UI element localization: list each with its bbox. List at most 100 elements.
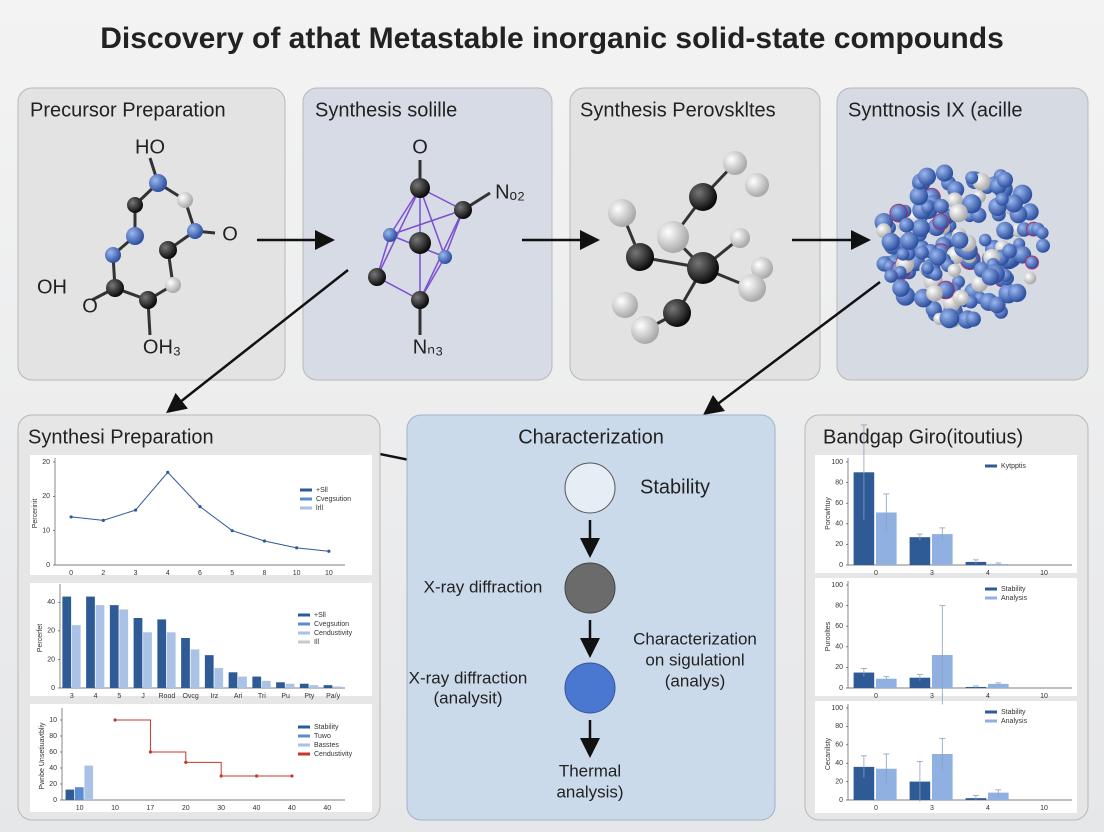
legend-label: +Sll: [316, 487, 328, 494]
legend-label: Cendustivity: [314, 751, 353, 758]
bar: [71, 625, 81, 688]
atom-label: Nₙ₃: [413, 336, 444, 358]
bar: [84, 765, 94, 800]
atom: [1023, 271, 1037, 285]
bar: [988, 683, 1009, 688]
x-tick-label: 0: [874, 570, 878, 577]
bar: [261, 680, 271, 688]
x-tick-label: 10: [1040, 693, 1048, 700]
atom: [934, 198, 949, 214]
bar: [95, 605, 105, 688]
x-tick-label: 40: [253, 805, 261, 812]
atom: [962, 194, 982, 214]
y-tick-label: 80: [835, 602, 843, 609]
legend-swatch: [300, 488, 312, 492]
x-tick-label: Pa/y: [326, 693, 341, 700]
panel: [17, 87, 286, 381]
point: [184, 760, 188, 765]
y-tick-label: 60: [835, 742, 843, 749]
x-tick-label: Ovcg: [182, 693, 198, 700]
point: [262, 539, 267, 543]
atom: [884, 269, 898, 283]
flow-label: (analysit): [434, 688, 503, 707]
point: [254, 774, 259, 778]
bar: [876, 678, 897, 688]
legend-label: Cvegsution: [316, 496, 351, 503]
bar: [74, 787, 84, 800]
atom: [996, 221, 1014, 240]
atom: [965, 171, 979, 185]
atom: [949, 203, 968, 223]
y-tick-label: 40: [835, 644, 843, 651]
x-tick-label: 5: [117, 693, 121, 700]
y-tick-label: 10: [42, 528, 50, 535]
y-tick-label: 0: [53, 797, 57, 804]
point: [290, 774, 294, 778]
panel: [302, 87, 553, 381]
legend-label: Stability: [314, 724, 339, 731]
bar: [157, 619, 167, 688]
point: [327, 549, 331, 553]
atom: [921, 262, 934, 275]
legend-label: lrll: [316, 505, 323, 512]
atom: [900, 231, 919, 250]
y-axis-label: Purooltes: [825, 621, 832, 651]
legend-label: Analysis: [1001, 718, 1028, 725]
x-tick-label: 4: [986, 693, 990, 700]
atom: [929, 248, 947, 266]
x-tick-label: 10: [1040, 805, 1048, 812]
x-tick-label: 10: [293, 570, 301, 577]
bar: [119, 609, 129, 688]
bar: [204, 655, 214, 688]
bar: [876, 512, 897, 565]
flow-label: X-ray diffraction: [409, 668, 528, 687]
x-tick-label: 4: [94, 693, 98, 700]
bar: [909, 537, 931, 565]
bar: [932, 754, 953, 800]
atom: [1002, 243, 1017, 259]
legend-label: Tuwo: [314, 733, 331, 740]
atom: [1036, 226, 1049, 240]
page-title: Discovery of athat Metastable inorganic …: [100, 22, 1004, 55]
bar: [86, 596, 95, 688]
atom-label: Nₒ₂: [495, 181, 525, 203]
flow-label: analysis): [556, 782, 623, 801]
atom: [956, 291, 970, 305]
bar: [909, 677, 931, 688]
legend-swatch: [298, 631, 310, 635]
atom-label: OH: [37, 276, 67, 298]
x-tick-label: 10: [111, 805, 119, 812]
atom: [1025, 255, 1039, 270]
legend-swatch: [298, 725, 310, 729]
x-tick-label: 4: [986, 805, 990, 812]
legend-swatch: [985, 596, 997, 600]
bar: [62, 596, 72, 688]
x-tick-label: 17: [147, 805, 155, 812]
flow-label: Stability: [640, 476, 710, 498]
x-tick-label: Pty: [304, 693, 315, 700]
x-tick-label: 4: [166, 570, 170, 577]
y-tick-label: 0: [839, 797, 843, 804]
legend-swatch: [298, 734, 310, 738]
chart-frame: [30, 455, 372, 575]
y-tick-label: 100: [831, 459, 843, 466]
bar: [299, 683, 309, 688]
y-tick-label: 40: [49, 765, 57, 772]
atom: [1007, 283, 1027, 303]
x-tick-label: 4: [986, 570, 990, 577]
y-axis-label: Percerinit: [32, 499, 39, 529]
bar: [166, 632, 176, 688]
y-tick-label: 20: [49, 781, 57, 788]
y-tick-label: 20: [47, 628, 55, 635]
atom: [892, 279, 910, 297]
legend-label: Stability: [1001, 586, 1026, 593]
molecule-1: HO O OH O OH₃: [37, 136, 238, 358]
legend-swatch: [298, 752, 310, 756]
x-tick-label: Pu: [281, 693, 290, 700]
atom: [995, 192, 1009, 206]
legend-label: +Sll: [314, 612, 326, 619]
atom: [935, 164, 954, 182]
panel-title: Bandgap Giro(itoutius): [823, 426, 1023, 448]
point: [295, 546, 299, 550]
legend-swatch: [298, 613, 310, 617]
